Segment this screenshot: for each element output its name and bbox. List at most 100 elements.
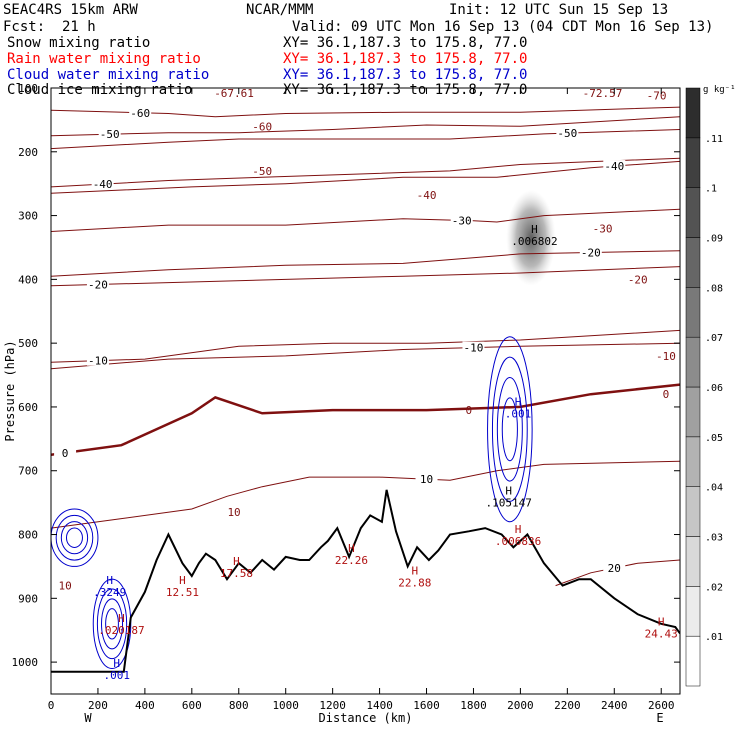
high-value-label: .105147	[485, 497, 531, 510]
colorbar-tick-label: .04	[705, 483, 723, 494]
high-marker: H	[233, 555, 240, 568]
contour-label-bg	[603, 160, 626, 172]
field-xy-rain: XY= 36.1,187.3 to 175.8, 77.0	[283, 51, 527, 67]
y-tick-label: 300	[18, 210, 38, 223]
contour-label: -70	[647, 90, 667, 103]
contour-label: -30	[593, 222, 613, 235]
high-marker: H	[515, 523, 522, 536]
plot-frame	[50, 87, 681, 695]
colorbar-unit: g kg⁻¹	[703, 85, 736, 95]
contour-label-bg	[86, 278, 109, 290]
temperature-contour	[51, 116, 680, 137]
contour-label: 10	[58, 580, 71, 593]
temperature-contour	[51, 106, 680, 118]
contour-label: 0	[465, 404, 472, 417]
cloud-ice-shading	[506, 190, 556, 286]
field-name-snow: Snow mixing ratio	[7, 35, 150, 51]
high-marker: H	[179, 574, 186, 587]
contour-label: -67.61	[214, 87, 254, 100]
temperature-contour	[51, 157, 680, 188]
contour-label: -60	[130, 107, 150, 120]
init-time: Init: 12 UTC Sun 15 Sep 13	[449, 2, 668, 18]
field-name-rain: Rain water mixing ratio	[7, 51, 201, 67]
cloud-water-contour	[96, 588, 128, 660]
plot-clip-group: -60 -50 -50 -40 -40 -30 -20 -20 -10 -10 0 10 20 -67.6…	[51, 87, 680, 682]
y-tick-label: 600	[18, 401, 38, 414]
colorbar-tick-label: .05	[705, 433, 723, 444]
contour-label-bg	[462, 341, 485, 353]
colorbar-bin	[685, 436, 701, 487]
high-marker: H	[515, 395, 522, 408]
contour-label: 0	[62, 447, 69, 460]
plot-area: -60 -50 -50 -40 -40 -30 -20 -20 -10 -10 0 10 20 -67.6…	[3, 82, 681, 725]
cloud-water-contour	[60, 521, 89, 555]
contour-label: -20	[88, 278, 108, 291]
contour-label: 20	[608, 562, 621, 575]
terrain-line	[51, 489, 680, 673]
contour-label: -40	[417, 189, 437, 202]
contour-label-bg	[54, 446, 77, 458]
contour-label: -40	[604, 160, 624, 173]
high-value-label: .006802	[511, 235, 557, 248]
valid-time: Valid: 09 UTC Mon 16 Sep 13 (04 CDT Mon …	[292, 19, 713, 35]
x-end-label-east: E	[656, 711, 663, 725]
temperature-contour	[51, 208, 680, 232]
x-tick-label: 600	[182, 699, 202, 712]
x-tick-label: 0	[48, 699, 55, 712]
high-value-label: .001	[103, 669, 130, 682]
high-value-label: .001	[505, 407, 532, 420]
temperature-contour	[51, 250, 680, 277]
contour-label: -50	[252, 165, 272, 178]
contour-label-bg	[415, 473, 438, 485]
high-marker: H	[658, 615, 665, 628]
high-value-label: .006836	[495, 535, 541, 548]
contour-label: -72.57	[583, 87, 623, 100]
colorbar-bin	[685, 87, 701, 139]
contour-label: -10	[656, 350, 676, 363]
colorbar-tick-label: .08	[705, 283, 723, 294]
high-value-label: 24.43	[645, 627, 678, 640]
colorbar-tick-label: .06	[705, 383, 723, 394]
field-xy-cloud-ice: XY= 36.1,187.3 to 175.8, 77.0	[283, 82, 527, 98]
contour-label-bg	[86, 354, 109, 366]
y-tick-label: 100	[18, 82, 38, 95]
x-tick-label: 200	[88, 699, 108, 712]
high-value-label: .020187	[98, 624, 144, 637]
forecast-label: Fcst:	[3, 19, 45, 35]
contour-label-bg	[579, 246, 602, 258]
colorbar-tick-label: .07	[705, 333, 723, 344]
colorbar-tick-label: .1	[705, 184, 717, 195]
colorbar-tick-label: .02	[705, 582, 723, 593]
model-title: SEAC4RS 15km ARW	[3, 2, 138, 18]
high-marker: H	[348, 542, 355, 555]
high-value-label: .3249	[93, 586, 126, 599]
x-tick-label: 2600	[648, 699, 675, 712]
colorbar-bin	[685, 586, 701, 637]
contour-label: -40	[93, 178, 113, 191]
colorbar-bin	[685, 486, 701, 537]
high-value-label: 22.26	[335, 554, 368, 567]
x-tick-label: 2400	[601, 699, 628, 712]
high-value-label: 12.51	[166, 586, 199, 599]
contour-label-bg	[129, 106, 152, 118]
colorbar-bin	[685, 386, 701, 438]
high-value-label: 22.88	[398, 576, 431, 589]
high-marker: H	[106, 574, 113, 587]
x-tick-label: 1600	[413, 699, 440, 712]
field-xy-cloud-water: XY= 36.1,187.3 to 175.8, 77.0	[283, 67, 527, 83]
y-axis-label: Pressure (hPa)	[3, 340, 17, 441]
colorbar-tick-label: .01	[705, 632, 723, 643]
y-tick-label: 1000	[12, 656, 39, 669]
colorbar-bin	[685, 237, 701, 288]
colorbar-bin	[685, 336, 701, 388]
contour-label: 0	[663, 388, 670, 401]
colorbar-bin	[685, 536, 701, 587]
center-title: NCAR/MMM	[246, 2, 313, 18]
high-marker: H	[531, 223, 538, 236]
field-name-cloud-water: Cloud water mixing ratio	[7, 67, 209, 83]
temperature-contour	[51, 342, 680, 370]
x-tick-label: 800	[229, 699, 249, 712]
temperature-contour	[51, 383, 680, 457]
contour-label-bg	[556, 127, 579, 139]
colorbar-bin	[685, 137, 701, 188]
